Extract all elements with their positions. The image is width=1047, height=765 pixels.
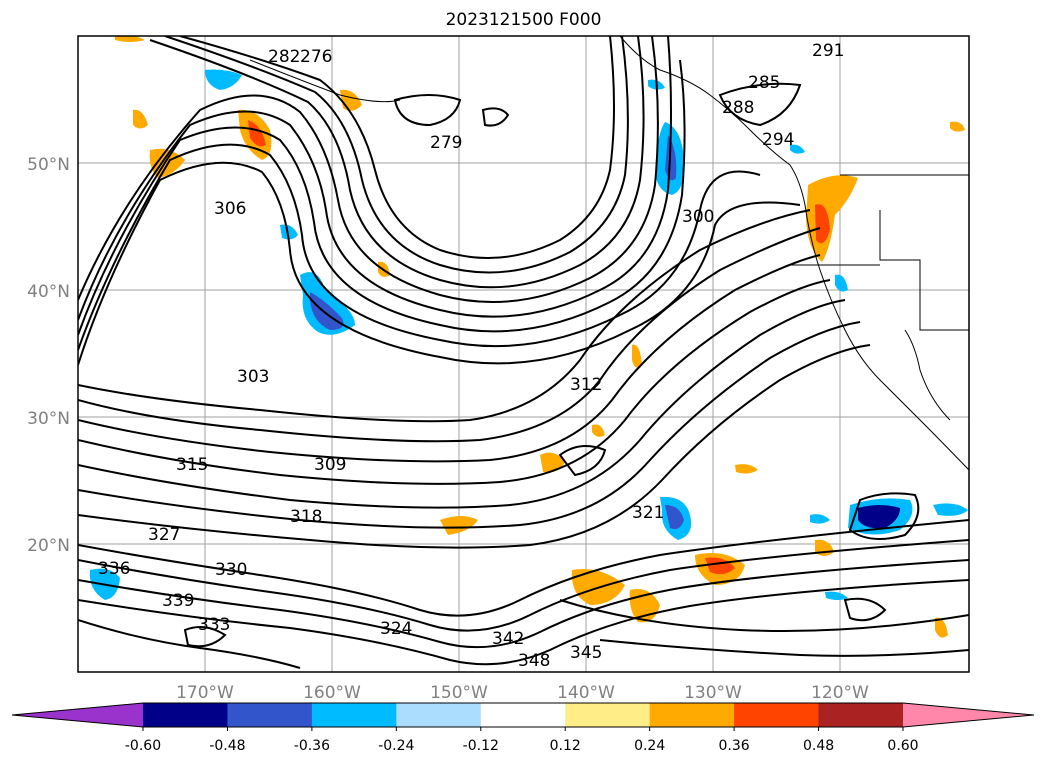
colorbar-tick-label: 0.36 <box>719 738 750 754</box>
contour-label: 336 <box>98 559 130 579</box>
colorbar-tick-label: 0.60 <box>887 738 918 754</box>
map-frame <box>77 35 970 673</box>
colorbar-tick-label: -0.48 <box>209 738 245 754</box>
contour-label: 321 <box>632 503 664 523</box>
contour-label: 345 <box>570 643 602 663</box>
contour-label: 279 <box>430 133 462 153</box>
contour-labels: 276 279 282 285 288 291 294 300 303 306 … <box>98 41 844 671</box>
colorbar-bin <box>649 703 735 727</box>
colorbar-bin <box>143 703 228 727</box>
lon-label-150w: 150°W <box>430 683 488 703</box>
colorbar-bin <box>396 703 482 727</box>
colorbar-tick-label: 0.24 <box>634 738 665 754</box>
colorbar-bin <box>734 703 820 727</box>
lat-label-50n: 50°N <box>27 155 70 175</box>
colorbar-extend-low <box>12 703 143 727</box>
longitude-labels: 170°W 160°W 150°W 140°W 130°W 120°W <box>176 683 869 703</box>
contour-label: 285 <box>748 73 780 93</box>
contour-label: 309 <box>314 455 346 475</box>
contour-label: 306 <box>214 199 246 219</box>
lon-label-170w: 170°W <box>176 683 234 703</box>
latitude-labels: 50°N 40°N 30°N 20°N <box>27 155 70 556</box>
contour-lines <box>78 36 969 669</box>
colorbar: -0.60 -0.48 -0.36 -0.24 -0.12 0.12 0.24 0.36 0.4… <box>11 702 1035 754</box>
contour-label: 294 <box>762 130 794 150</box>
contour-label: 318 <box>290 507 322 527</box>
contour-label: 276 <box>300 47 332 67</box>
colorbar-bin <box>480 703 566 727</box>
colorbar-extend-high <box>903 703 1034 727</box>
contour-label: 339 <box>162 591 194 611</box>
map-area <box>78 36 969 672</box>
contour-label: 333 <box>198 615 230 635</box>
colorbar-bin <box>227 703 313 727</box>
contour-label: 324 <box>380 619 412 639</box>
contour-label: 330 <box>215 560 247 580</box>
contour-label: 342 <box>492 629 524 649</box>
contour-label: 327 <box>148 525 180 545</box>
contour-label: 282 <box>268 47 300 67</box>
contour-label: 312 <box>570 375 602 395</box>
colorbar-tick-label: -0.36 <box>294 738 330 754</box>
colorbar-tick-label: -0.60 <box>125 738 161 754</box>
colorbar-tick-label: 0.12 <box>550 738 581 754</box>
lat-label-20n: 20°N <box>27 536 70 556</box>
lon-label-120w: 120°W <box>811 683 869 703</box>
lon-label-130w: 130°W <box>684 683 742 703</box>
colorbar-tick-label: -0.24 <box>378 738 414 754</box>
lon-label-140w: 140°W <box>557 683 615 703</box>
colorbar-bin <box>311 703 397 727</box>
lat-label-40n: 40°N <box>27 282 70 302</box>
colorbar-tick-label: 0.48 <box>803 738 834 754</box>
contour-label: 303 <box>237 367 269 387</box>
colorbar-tick-label: -0.12 <box>463 738 499 754</box>
contour-label: 300 <box>682 207 714 227</box>
contour-label: 288 <box>722 98 754 118</box>
coastlines <box>249 36 969 471</box>
contour-label: 291 <box>812 41 844 61</box>
colorbar-bin <box>818 703 904 727</box>
colorbar-bin <box>565 703 651 727</box>
lat-label-30n: 30°N <box>27 409 70 429</box>
lon-label-160w: 160°W <box>303 683 361 703</box>
map-title: 2023121500 F000 <box>445 10 602 30</box>
contour-label: 348 <box>518 651 550 671</box>
contour-label: 315 <box>176 455 208 475</box>
